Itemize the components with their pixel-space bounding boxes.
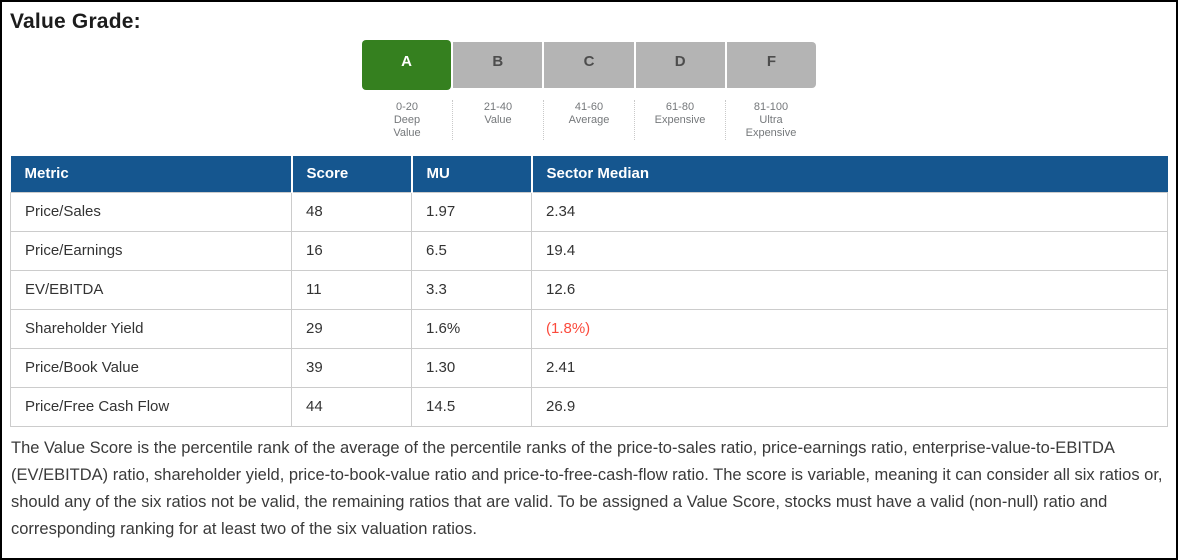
table-header-row: Metric Score MU Sector Median: [10, 156, 1168, 193]
sector-median-cell: 2.34: [531, 192, 1168, 232]
mu-cell: 1.6%: [411, 309, 532, 349]
sector-median-cell: 12.6: [531, 270, 1168, 310]
grade-scale-labels: 0-20 Deep Value 21-40 Value 41-60 Averag…: [362, 100, 816, 140]
col-header-mu: MU: [410, 156, 532, 193]
grade-label-f: 81-100 Ultra Expensive: [745, 101, 797, 139]
mu-cell: 1.30: [411, 348, 532, 388]
score-cell: 44: [291, 387, 412, 427]
value-metrics-table: Metric Score MU Sector Median Price/Sale…: [10, 156, 1168, 427]
grade-scale: A B C D F 0-20 Deep Value 21-40 Value 41…: [362, 40, 817, 140]
table-row: Shareholder Yield 29 1.6% (1.8%): [10, 309, 1168, 349]
col-header-metric: Metric: [10, 156, 292, 193]
table-row: Price/Free Cash Flow 44 14.5 26.9: [10, 387, 1168, 427]
value-score-description: The Value Score is the percentile rank o…: [11, 439, 1163, 538]
mu-cell: 3.3: [411, 270, 532, 310]
grade-segment-d: D: [635, 42, 725, 88]
mu-cell: 6.5: [411, 231, 532, 271]
grade-segment-b: B: [453, 42, 543, 88]
score-cell: 16: [291, 231, 412, 271]
mu-cell: 14.5: [411, 387, 532, 427]
grade-segment-a: A: [362, 40, 452, 90]
score-cell: 29: [291, 309, 412, 349]
sector-median-cell: 19.4: [531, 231, 1168, 271]
page-title: Value Grade:: [10, 10, 141, 33]
grade-segment-c: C: [544, 42, 634, 88]
score-cell: 48: [291, 192, 412, 232]
table-row: Price/Sales 48 1.97 2.34: [10, 192, 1168, 232]
score-cell: 39: [291, 348, 412, 388]
metric-cell: Price/Sales: [10, 192, 292, 232]
table-row: Price/Earnings 16 6.5 19.4: [10, 231, 1168, 271]
grade-scale-bar: A B C D F: [362, 40, 817, 90]
table-row: Price/Book Value 39 1.30 2.41: [10, 348, 1168, 388]
table-row: EV/EBITDA 11 3.3 12.6: [10, 270, 1168, 310]
mu-cell: 1.97: [411, 192, 532, 232]
sector-median-cell: 26.9: [531, 387, 1168, 427]
metric-cell: Price/Earnings: [10, 231, 292, 271]
sector-median-cell: (1.8%): [531, 309, 1168, 349]
metric-cell: Price/Book Value: [10, 348, 292, 388]
grade-label-b: 21-40 Value: [453, 100, 544, 140]
grade-label-d: 61-80 Expensive: [635, 100, 726, 140]
grade-label-c: 41-60 Average: [544, 100, 635, 140]
grade-label-a: 0-20 Deep Value: [362, 100, 453, 140]
score-cell: 11: [291, 270, 412, 310]
metric-cell: Shareholder Yield: [10, 309, 292, 349]
col-header-sector-median: Sector Median: [530, 156, 1168, 193]
col-header-score: Score: [290, 156, 412, 193]
sector-median-cell: 2.41: [531, 348, 1168, 388]
metric-cell: EV/EBITDA: [10, 270, 292, 310]
metric-cell: Price/Free Cash Flow: [10, 387, 292, 427]
grade-segment-f: F: [726, 42, 817, 88]
